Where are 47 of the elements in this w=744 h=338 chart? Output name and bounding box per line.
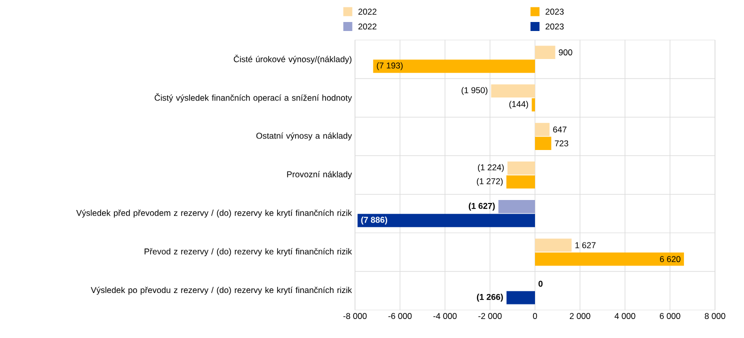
bar [498, 200, 536, 214]
data-label: 1 627 [575, 242, 596, 248]
bar [373, 60, 536, 73]
bar [532, 98, 536, 112]
bar [506, 175, 536, 189]
bar [535, 122, 550, 136]
data-label: 723 [554, 140, 568, 146]
bar [535, 136, 552, 150]
data-label: 6 620 [660, 256, 680, 262]
data-label: (1 266) [476, 294, 503, 302]
x-tick-label: -8 000 [343, 313, 367, 320]
bar [535, 238, 572, 252]
legend-label: 2022 [358, 24, 376, 30]
x-tick-label: 4 000 [614, 313, 636, 320]
data-label: 0 [538, 280, 543, 287]
x-tick-label: 6 000 [660, 313, 680, 320]
data-label: (144) [509, 100, 528, 109]
data-label: (7 193) [376, 62, 403, 70]
y-tick-label: Výsledek před převodem z rezervy / (do) rezervy ke krytí finančních rizik [76, 210, 352, 218]
bar [358, 214, 536, 228]
data-label: (7 886) [361, 216, 388, 224]
x-tick-label: -2 000 [478, 313, 502, 320]
y-tick-label: Převod z rezervy / (do) rezervy ke krytí finančních rizik [144, 248, 352, 256]
y-tick-label: Výsledek po převodu z rezervy / (do) rezervy ke krytí finančních rizik [90, 286, 352, 295]
x-tick-label: 0 [532, 313, 538, 320]
legend-label: 2023 [546, 24, 564, 30]
x-tick-label: -4 000 [433, 313, 457, 320]
data-label: 647 [553, 126, 566, 132]
x-tick-label: 2 000 [570, 313, 590, 320]
data-label: 900 [558, 49, 572, 56]
y-tick-label: Čisté úrokové výnosy/(náklady) [234, 54, 352, 64]
y-tick-label: Čistý výsledek finančních operací a snížení hodnoty [154, 93, 352, 102]
data-label: (1 224) [478, 164, 504, 172]
y-tick-label: Ostatní výnosy a náklady [256, 132, 352, 140]
text: 2022 [358, 8, 376, 15]
data-label: (1 627) [468, 202, 495, 211]
bar [506, 291, 536, 304]
bar [491, 84, 536, 98]
bar [535, 252, 684, 266]
y-tick-label: Provozní náklady [287, 171, 352, 179]
x-tick-label: -6 000 [388, 313, 412, 320]
bar [507, 161, 536, 175]
data-label: (1 950) [462, 86, 488, 95]
bar [535, 46, 556, 59]
x-tick-label: 8 000 [704, 313, 726, 320]
data-label: (1 272) [476, 178, 503, 186]
text: 2023 [546, 8, 564, 15]
